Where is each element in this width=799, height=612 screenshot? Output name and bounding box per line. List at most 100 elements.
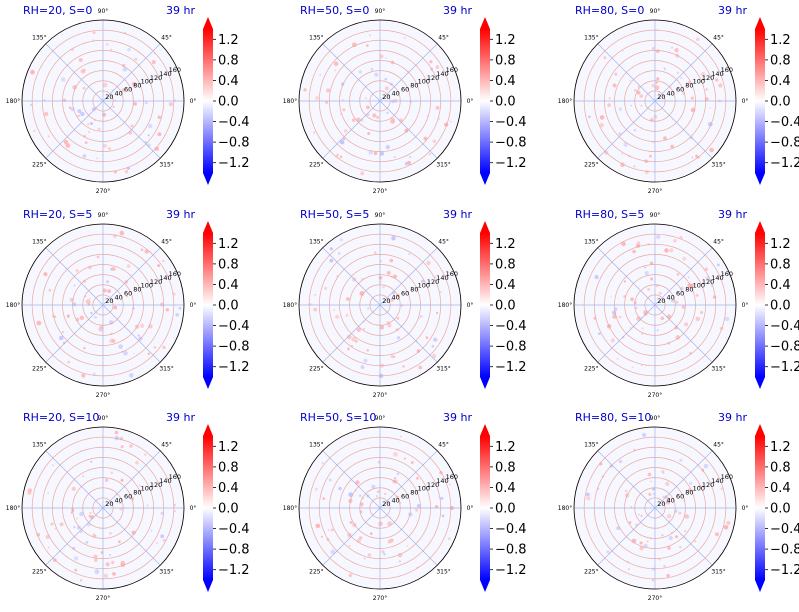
field-speckle xyxy=(416,476,419,480)
field-speckle xyxy=(640,364,643,367)
colorbar-extend-min xyxy=(480,580,490,592)
field-speckle xyxy=(651,83,655,88)
angular-tick-label: 225° xyxy=(584,569,598,576)
colorbar-tick-label: 0.0 xyxy=(218,95,239,110)
field-speckle xyxy=(640,547,642,549)
angular-tick-label: 270° xyxy=(373,595,387,602)
polar-frame xyxy=(21,426,185,590)
panel-time-label: 39 hr xyxy=(443,411,472,424)
field-speckle xyxy=(382,285,385,289)
field-speckle xyxy=(366,105,370,110)
radial-tick-label: 140 xyxy=(436,477,448,485)
colorbar-extend-max xyxy=(755,424,765,436)
field-speckle xyxy=(704,267,709,272)
field-speckle xyxy=(612,83,617,88)
colorbar-tick-label: 0.0 xyxy=(495,502,516,517)
colorbar-tick-label: 0.8 xyxy=(770,257,791,272)
panel-title: RH=20, S=0 xyxy=(23,4,92,17)
field-speckle xyxy=(81,373,86,378)
colorbar-tick-label: 0.8 xyxy=(495,53,516,68)
field-speckle xyxy=(650,480,652,483)
field-speckle xyxy=(415,508,419,512)
field-speckle xyxy=(393,156,396,159)
radial-tick-label: 100 xyxy=(141,282,153,290)
angular-tick-label: 135° xyxy=(32,34,46,41)
field-speckle xyxy=(404,128,409,133)
radial-tick-label: 40 xyxy=(667,89,675,97)
field-speckle xyxy=(109,531,112,535)
field-speckle xyxy=(614,72,618,76)
colorbar-tick-label: 0.8 xyxy=(218,460,239,475)
angular-tick-label: 0° xyxy=(190,98,197,105)
field-speckle xyxy=(329,247,333,251)
field-speckle xyxy=(675,335,681,340)
angular-tick-label: 315° xyxy=(159,569,173,576)
field-speckle xyxy=(106,280,109,284)
angular-gridline xyxy=(379,43,438,102)
field-speckle xyxy=(644,271,649,276)
field-speckle xyxy=(670,144,674,149)
angular-gridline xyxy=(45,450,104,509)
field-speckle xyxy=(627,568,630,571)
field-speckle xyxy=(423,136,428,141)
field-speckle xyxy=(628,521,632,524)
colorbar-tick-label: −0.8 xyxy=(770,543,799,558)
angular-tick-label: 45° xyxy=(713,441,724,448)
field-speckle xyxy=(635,306,638,309)
field-speckle xyxy=(666,573,670,578)
field-speckle xyxy=(716,263,720,267)
field-speckle xyxy=(363,358,368,363)
angular-gridline xyxy=(379,450,438,509)
field-speckle xyxy=(335,314,340,319)
field-speckle xyxy=(682,256,687,261)
field-speckle xyxy=(610,338,615,343)
field-speckle xyxy=(663,564,666,568)
angular-gridline xyxy=(322,43,381,102)
panel-title: RH=80, S=10 xyxy=(575,411,651,424)
field-speckle xyxy=(679,458,683,462)
angular-tick-label: 315° xyxy=(711,569,725,576)
field-speckle xyxy=(400,435,402,438)
angular-tick-label: 180° xyxy=(6,302,20,309)
field-speckle xyxy=(386,111,389,115)
field-speckle xyxy=(634,89,637,92)
angular-tick-label: 45° xyxy=(161,441,172,448)
field-speckle xyxy=(131,81,137,87)
field-speckle xyxy=(336,153,339,157)
field-speckle xyxy=(390,119,395,124)
field-speckle xyxy=(696,37,700,42)
angular-tick-label: 225° xyxy=(309,569,323,576)
field-speckle xyxy=(79,530,83,534)
field-speckle xyxy=(80,69,86,74)
field-speckle xyxy=(376,495,378,498)
field-speckle xyxy=(94,315,98,319)
field-speckle xyxy=(585,492,590,497)
angular-tick-label: 180° xyxy=(283,98,297,105)
colorbar-tick-label: −0.8 xyxy=(218,340,250,355)
colorbar-tick-label: −1.2 xyxy=(218,156,250,171)
field-speckle xyxy=(391,99,395,104)
field-speckle xyxy=(120,445,124,449)
field-speckle xyxy=(47,546,50,549)
radial-tick-label: 60 xyxy=(676,289,684,297)
polar-frame xyxy=(573,223,737,387)
field-speckle xyxy=(630,104,633,107)
colorbar-tick-label: 1.2 xyxy=(218,33,239,48)
colorbar-body xyxy=(203,233,213,377)
angular-tick-label: 180° xyxy=(558,505,572,512)
field-speckle xyxy=(160,534,165,539)
angular-tick-label: 225° xyxy=(32,569,46,576)
field-speckle xyxy=(330,549,336,555)
field-speckle xyxy=(440,496,444,500)
angular-tick-label: 270° xyxy=(96,392,110,399)
angular-gridline xyxy=(597,247,656,306)
field-speckle xyxy=(651,47,655,50)
field-speckle xyxy=(343,129,348,133)
angular-gridline xyxy=(654,43,713,102)
angular-tick-label: 0° xyxy=(467,302,474,309)
angular-tick-label: 315° xyxy=(436,366,450,373)
radial-tick-label: 20 xyxy=(657,297,665,305)
field-speckle xyxy=(356,327,361,332)
field-speckle xyxy=(103,143,107,148)
field-speckle xyxy=(120,478,124,482)
